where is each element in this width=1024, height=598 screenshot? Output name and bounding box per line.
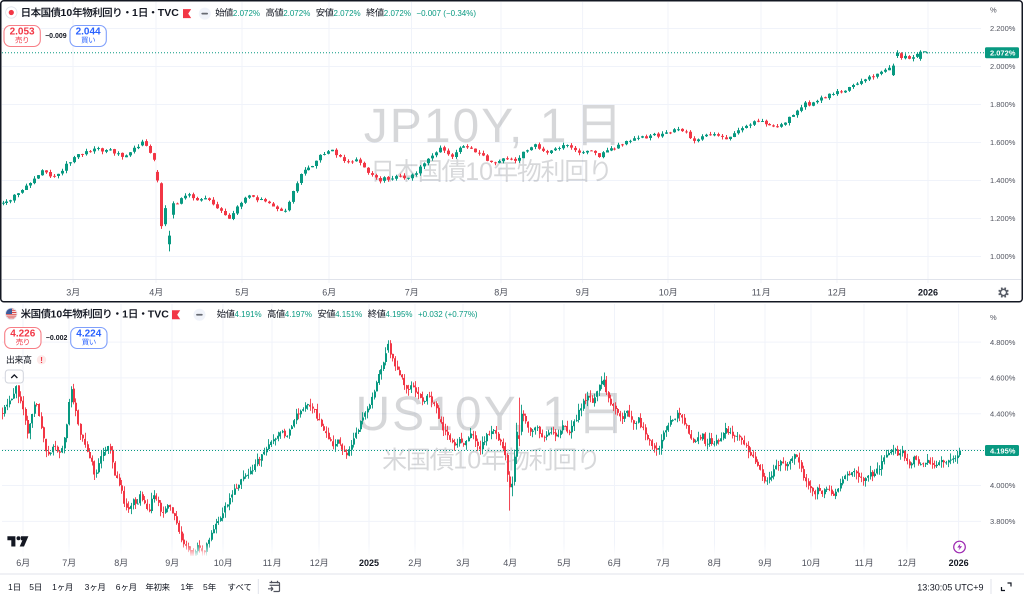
svg-text:9: 9 xyxy=(576,287,581,297)
svg-text:2.072%: 2.072% xyxy=(990,49,1016,58)
svg-text:2.072%: 2.072% xyxy=(283,9,310,18)
svg-text:1: 1 xyxy=(52,582,57,592)
svg-text:−0.009: −0.009 xyxy=(45,33,67,40)
svg-text:5: 5 xyxy=(29,582,34,592)
svg-text:10: 10 xyxy=(802,558,812,568)
svg-text:8: 8 xyxy=(114,558,119,568)
svg-text:1.000%: 1.000% xyxy=(990,252,1016,261)
svg-text:10: 10 xyxy=(61,7,73,19)
svg-text:5: 5 xyxy=(203,582,208,592)
svg-text:1: 1 xyxy=(132,7,138,19)
svg-text:10: 10 xyxy=(659,287,669,297)
svg-text:!: ! xyxy=(40,355,43,365)
svg-text:4: 4 xyxy=(503,558,508,568)
svg-text:1.200%: 1.200% xyxy=(990,214,1016,223)
svg-text:2026: 2026 xyxy=(949,558,969,568)
svg-text:1.800%: 1.800% xyxy=(990,100,1016,109)
svg-text:6: 6 xyxy=(16,558,21,568)
svg-text:2.200%: 2.200% xyxy=(990,24,1016,33)
svg-text:2: 2 xyxy=(408,558,413,568)
svg-text:−0.002: −0.002 xyxy=(46,335,68,342)
svg-text:US10Y, 1: US10Y, 1 xyxy=(356,388,571,441)
svg-text:12: 12 xyxy=(828,287,838,297)
svg-text:4.400%: 4.400% xyxy=(990,410,1016,419)
svg-text:2.072%: 2.072% xyxy=(334,9,361,18)
svg-text:2026: 2026 xyxy=(918,287,938,297)
svg-text:8: 8 xyxy=(708,558,713,568)
svg-text:11: 11 xyxy=(263,558,272,568)
svg-text:3.800%: 3.800% xyxy=(990,517,1016,526)
svg-text:4.195%: 4.195% xyxy=(990,446,1016,455)
svg-text:4.226: 4.226 xyxy=(10,329,35,340)
svg-text:6: 6 xyxy=(608,558,613,568)
svg-text:4.000%: 4.000% xyxy=(990,481,1016,490)
svg-text:10: 10 xyxy=(453,447,481,475)
svg-text:+0.032 (+0.77%): +0.032 (+0.77%) xyxy=(418,310,478,319)
svg-text:1: 1 xyxy=(8,582,13,592)
svg-text:5: 5 xyxy=(557,558,562,568)
svg-text:7: 7 xyxy=(62,558,67,568)
svg-text:−0.007 (−0.34%): −0.007 (−0.34%) xyxy=(416,9,476,18)
svg-text:4.224: 4.224 xyxy=(76,329,101,340)
svg-text:1.600%: 1.600% xyxy=(990,138,1016,147)
svg-text:2.053: 2.053 xyxy=(10,27,35,38)
svg-text:1.400%: 1.400% xyxy=(990,176,1016,185)
svg-text:5: 5 xyxy=(235,287,240,297)
svg-text:10: 10 xyxy=(214,558,224,568)
svg-text:8: 8 xyxy=(494,287,499,297)
svg-text:7: 7 xyxy=(656,558,661,568)
svg-text:4.191%: 4.191% xyxy=(235,310,262,319)
svg-text:%: % xyxy=(990,313,997,322)
svg-text:4.195%: 4.195% xyxy=(385,310,412,319)
svg-text:3: 3 xyxy=(66,287,71,297)
svg-text:11: 11 xyxy=(855,558,864,568)
svg-text:10: 10 xyxy=(465,158,493,186)
svg-text:13:30:05 UTC+9: 13:30:05 UTC+9 xyxy=(917,583,983,593)
svg-text:2.072%: 2.072% xyxy=(233,9,260,18)
svg-text:TVC: TVC xyxy=(148,309,169,321)
svg-text:6: 6 xyxy=(322,287,327,297)
svg-text:4.600%: 4.600% xyxy=(990,374,1016,383)
svg-text:10: 10 xyxy=(51,309,63,321)
svg-text:JP10Y, 1: JP10Y, 1 xyxy=(364,100,569,153)
svg-text:3: 3 xyxy=(456,558,461,568)
svg-text:7: 7 xyxy=(405,287,410,297)
svg-text:1: 1 xyxy=(181,582,186,592)
svg-text:2.044: 2.044 xyxy=(76,27,101,38)
svg-text:11: 11 xyxy=(752,287,761,297)
svg-text:TVC: TVC xyxy=(158,7,179,19)
svg-text:9: 9 xyxy=(758,558,763,568)
svg-text:2.000%: 2.000% xyxy=(990,62,1016,71)
svg-text:%: % xyxy=(990,6,997,15)
svg-text:4: 4 xyxy=(149,287,154,297)
svg-text:2.072%: 2.072% xyxy=(384,9,411,18)
svg-text:12: 12 xyxy=(310,558,320,568)
svg-text:4.800%: 4.800% xyxy=(990,338,1016,347)
svg-text:9: 9 xyxy=(165,558,170,568)
svg-text:2025: 2025 xyxy=(359,558,379,568)
svg-text:12: 12 xyxy=(898,558,908,568)
svg-text:3: 3 xyxy=(85,582,90,592)
svg-text:6: 6 xyxy=(116,582,121,592)
svg-text:4.151%: 4.151% xyxy=(335,310,362,319)
svg-text:4.197%: 4.197% xyxy=(285,310,312,319)
svg-text:1: 1 xyxy=(122,309,128,321)
